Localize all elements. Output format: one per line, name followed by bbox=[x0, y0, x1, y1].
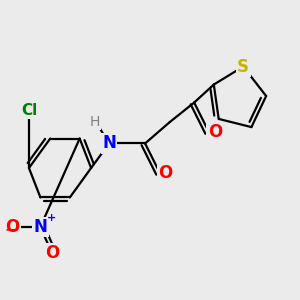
Text: Cl: Cl bbox=[21, 103, 37, 118]
Text: −: − bbox=[4, 222, 16, 236]
Text: +: + bbox=[47, 213, 56, 223]
Text: H: H bbox=[89, 115, 100, 129]
Text: S: S bbox=[237, 58, 249, 76]
Text: O: O bbox=[45, 244, 59, 262]
Text: O: O bbox=[5, 218, 20, 236]
Text: N: N bbox=[34, 218, 47, 236]
Text: O: O bbox=[208, 123, 222, 141]
Text: O: O bbox=[159, 164, 173, 182]
Text: N: N bbox=[102, 134, 116, 152]
